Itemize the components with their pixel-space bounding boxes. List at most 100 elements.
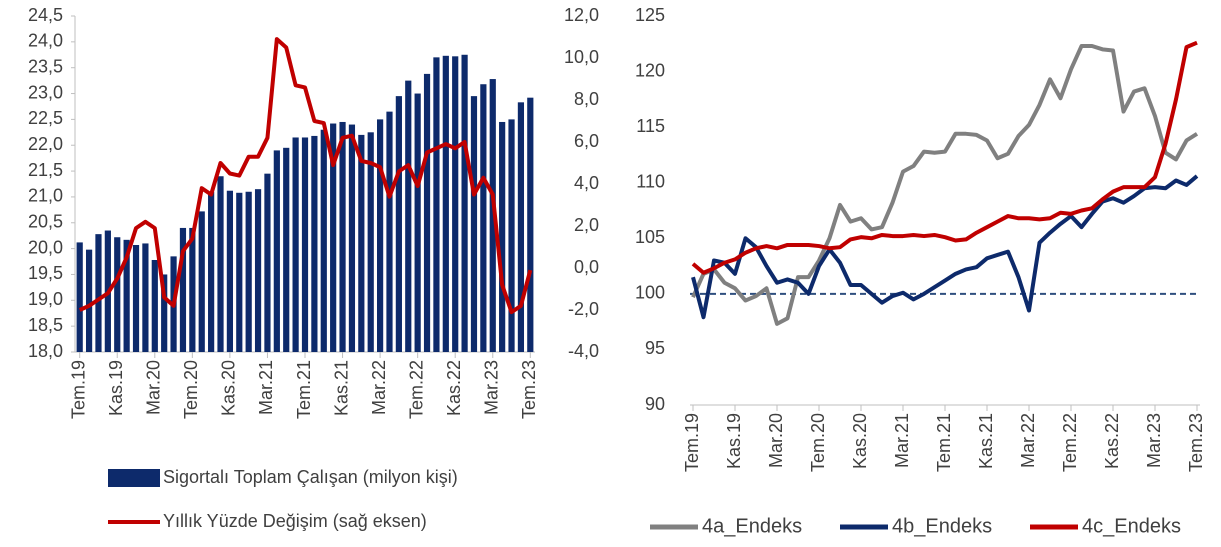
bar	[433, 57, 440, 352]
bar	[489, 79, 496, 353]
y2-tick-label: 4,0	[574, 173, 599, 193]
bar	[236, 192, 243, 352]
bar	[442, 55, 449, 353]
bar	[405, 80, 412, 352]
y2-tick-label: -2,0	[568, 299, 599, 319]
y-tick-label: 20,5	[28, 212, 63, 232]
bar	[320, 129, 327, 352]
line	[78, 37, 533, 315]
legend-label: 4b_Endeks	[892, 515, 992, 537]
bar	[198, 211, 205, 352]
bar	[95, 234, 102, 352]
bar	[283, 147, 290, 352]
bar	[76, 242, 83, 352]
bar	[217, 176, 224, 352]
legend-label: 4c_Endeks	[1082, 515, 1181, 537]
x-tick-label: Tem.19	[68, 360, 88, 419]
x-tick-label: Tem.23	[519, 360, 539, 419]
x-tick-label: Kas.19	[106, 360, 126, 416]
y-tick-label: 24,5	[28, 5, 63, 25]
bar	[452, 56, 459, 352]
x-tick-label: Kas.20	[850, 413, 870, 469]
legend-label: Yıllık Yüzde Değişim (sağ eksen)	[163, 511, 427, 531]
bar	[132, 244, 140, 352]
bar	[311, 135, 318, 352]
bar	[123, 239, 130, 352]
bar	[264, 173, 271, 352]
bar	[245, 191, 252, 352]
legend-label: 4a_Endeks	[702, 515, 802, 537]
y-tick-label: 24,0	[28, 31, 63, 51]
y-tick-label: 21,5	[28, 160, 63, 180]
bar	[151, 259, 158, 352]
x-tick-label: Tem.21	[294, 360, 314, 419]
y-tick-label: 115	[636, 116, 665, 136]
bar	[189, 227, 196, 352]
y-tick-label: 120	[635, 60, 665, 80]
y-tick-label: 18,5	[28, 315, 63, 335]
x-tick-label: Tem.23	[1186, 413, 1206, 472]
bar	[208, 191, 215, 352]
x-tick-label: Kas.21	[331, 360, 351, 416]
x-tick-label: Tem.21	[934, 413, 954, 472]
x-tick-label: Mar.21	[256, 360, 276, 415]
bar	[339, 121, 346, 352]
bar	[226, 190, 233, 352]
bar	[301, 137, 309, 352]
bar	[395, 96, 402, 352]
y2-tick-label: 2,0	[574, 215, 599, 235]
bar	[273, 150, 280, 352]
x-tick-label: Kas.22	[1102, 413, 1122, 469]
bar	[470, 96, 478, 352]
bar	[508, 119, 515, 352]
bar	[461, 54, 468, 353]
bar	[377, 119, 384, 352]
line	[691, 40, 1198, 275]
x-tick-label: Kas.20	[219, 360, 239, 416]
y-tick-label: 19,0	[28, 289, 63, 309]
y-tick-label: 110	[636, 171, 665, 191]
y-tick-label: 90	[645, 394, 665, 414]
bar	[114, 237, 121, 352]
bar	[499, 121, 506, 352]
x-tick-label: Tem.22	[1060, 413, 1080, 472]
y-tick-label: 22,5	[28, 108, 63, 128]
bar	[330, 123, 337, 353]
bar	[517, 102, 525, 352]
legend-swatch	[108, 469, 160, 487]
bar	[179, 227, 187, 352]
y2-tick-label: -4,0	[568, 341, 599, 361]
y-tick-label: 23,0	[28, 82, 63, 102]
bar	[348, 124, 356, 352]
x-tick-label: Kas.19	[724, 413, 744, 469]
y-tick-label: 125	[635, 5, 665, 25]
x-tick-label: Mar.21	[892, 413, 912, 468]
bar	[527, 97, 534, 352]
bar	[423, 73, 431, 352]
x-tick-label: Tem.19	[682, 413, 702, 472]
bar	[254, 189, 262, 352]
x-tick-label: Mar.20	[144, 360, 164, 415]
y2-tick-label: 6,0	[574, 131, 599, 151]
y2-tick-label: 12,0	[564, 5, 599, 25]
y-tick-label: 23,5	[28, 56, 63, 76]
bar	[142, 243, 149, 352]
y-tick-label: 18,0	[28, 341, 63, 361]
bar	[358, 134, 365, 352]
bar	[85, 249, 93, 352]
x-tick-label: Mar.20	[766, 413, 786, 468]
x-tick-label: Tem.22	[406, 360, 426, 419]
y2-tick-label: 10,0	[564, 47, 599, 67]
x-tick-label: Tem.20	[808, 413, 828, 472]
x-tick-label: Mar.23	[482, 360, 502, 415]
y-tick-label: 105	[635, 227, 665, 247]
y2-tick-label: 0,0	[574, 257, 599, 277]
bar	[480, 84, 487, 352]
x-tick-label: Mar.22	[1018, 413, 1038, 468]
y2-tick-label: 8,0	[574, 89, 599, 109]
bar	[292, 137, 299, 352]
x-tick-label: Kas.22	[444, 360, 464, 416]
y-tick-label: 95	[645, 338, 665, 358]
y-tick-label: 19,5	[28, 263, 63, 283]
